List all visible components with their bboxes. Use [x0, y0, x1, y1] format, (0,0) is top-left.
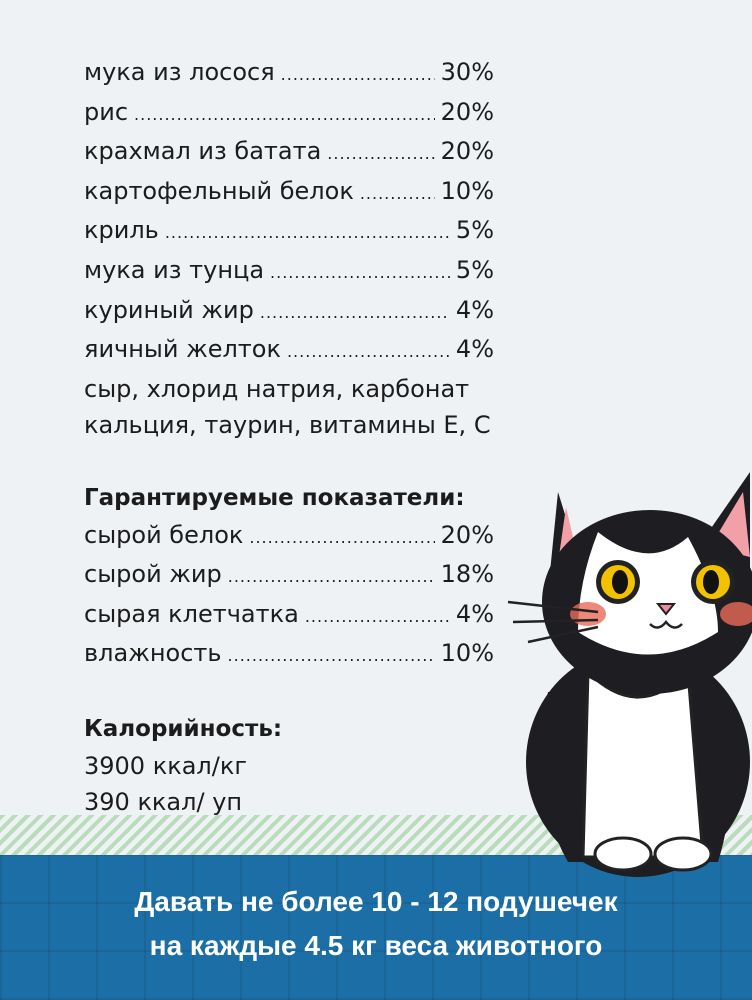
item-label: рис: [84, 97, 129, 126]
item-value: 4%: [455, 599, 494, 628]
item-label: картофельный белок: [84, 176, 354, 205]
item-label: мука из тунца: [84, 255, 265, 284]
item-label: влажность: [84, 639, 222, 668]
dot-leader: [228, 638, 435, 675]
list-item: куриный жир 4%: [84, 292, 494, 332]
list-item: криль 5%: [84, 212, 494, 252]
list-item: мука из лосося 30%: [84, 54, 494, 94]
list-item: сырая клетчатка 4%: [84, 596, 494, 636]
ingredients-extra-1: сыр, хлорид натрия, карбонат: [84, 374, 470, 403]
item-label: сырой белок: [84, 520, 244, 549]
item-value: 5%: [455, 255, 494, 284]
list-item: картофельный белок 10%: [84, 173, 494, 213]
dot-leader: [327, 136, 434, 173]
item-value: 10%: [440, 176, 494, 205]
ingredients-extra-2: кальция, таурин, витамины Е, С: [84, 411, 491, 440]
item-value: 5%: [455, 216, 494, 245]
item-label: криль: [84, 216, 159, 245]
ingredients-list: мука из лосося30%рис20%крахмал из батата…: [84, 54, 494, 821]
item-value: 4%: [455, 295, 494, 324]
dot-leader: [305, 599, 450, 636]
item-value: 20%: [440, 137, 494, 166]
calories-per-kg: 3900 ккал/кг: [84, 751, 247, 780]
item-value: 18%: [440, 560, 494, 589]
list-item: сырой жир 18%: [84, 556, 494, 596]
calories-title: Калорийность:: [84, 715, 283, 742]
feeding-line-1: Давать не более 10 - 12 подушечек: [134, 886, 618, 917]
item-value: 4%: [455, 335, 494, 364]
dot-leader: [270, 255, 450, 292]
item-label: мука из лосося: [84, 58, 275, 86]
item-label: сырая клетчатка: [84, 599, 299, 628]
item-label: крахмал из батата: [84, 137, 322, 166]
feeding-line-2: на каждые 4.5 кг веса животного: [149, 930, 603, 961]
item-label: яичный желток: [84, 335, 281, 364]
item-value: 20%: [440, 97, 494, 126]
guaranteed-title: Гарантируемые показатели:: [84, 484, 465, 511]
list-item: влажность 10%: [84, 635, 494, 675]
item-label: сырой жир: [84, 560, 222, 589]
list-item: крахмал из батата 20%: [84, 133, 494, 173]
list-item: мука из тунца 5%: [84, 252, 494, 292]
cat-illustration: [507, 472, 752, 877]
feeding-banner: [0, 855, 752, 1000]
dot-leader: [260, 295, 450, 332]
item-value: 10%: [440, 639, 494, 668]
feeding-instruction: Давать не более 10 - 12 подушечек на каж…: [0, 880, 752, 968]
dot-leader: [287, 334, 450, 371]
dot-leader: [281, 57, 435, 94]
list-item: сырой белок 20%: [84, 517, 494, 557]
calories-per-pack: 390 ккал/ уп: [84, 788, 243, 817]
dot-leader: [249, 520, 434, 557]
item-label: куриный жир: [84, 295, 254, 324]
dot-leader: [134, 97, 435, 134]
list-item: рис 20%: [84, 94, 494, 134]
dot-leader: [360, 176, 435, 213]
item-value: 20%: [440, 520, 494, 549]
list-item: яичный желток 4%: [84, 331, 494, 371]
item-value: 30%: [440, 58, 494, 86]
dot-leader: [165, 215, 450, 252]
dot-leader: [228, 559, 435, 596]
